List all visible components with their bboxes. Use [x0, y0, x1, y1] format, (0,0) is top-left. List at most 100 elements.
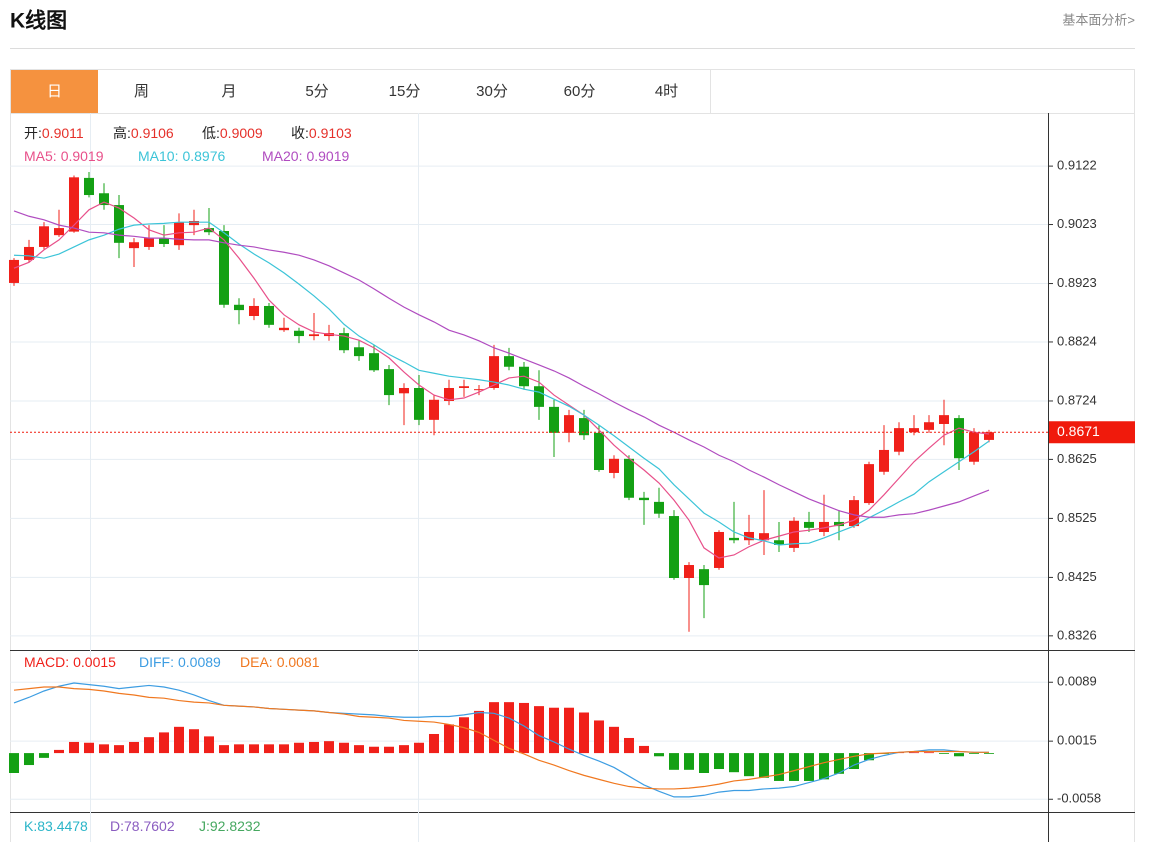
macd-bar — [159, 732, 169, 754]
tab[interactable] — [536, 70, 623, 113]
macd-bar — [774, 753, 784, 781]
macd-bar — [744, 753, 754, 777]
candle-body — [339, 333, 349, 351]
macd-bar — [69, 741, 79, 754]
macd-bar — [234, 744, 244, 754]
legend-item: DIFF: 0.0089 — [139, 654, 221, 670]
legend-label: DIFF: — [139, 654, 174, 670]
candle-body — [759, 533, 769, 541]
y-tick-label: 0.0015 — [1057, 733, 1097, 748]
macd-bar — [594, 720, 604, 754]
tab[interactable] — [98, 70, 185, 113]
tab-label[interactable]: 5分 — [305, 83, 328, 100]
last-price-label: 0.8671 — [1057, 423, 1100, 439]
legend-label: MA10: — [138, 148, 178, 164]
macd-bar — [114, 745, 124, 754]
tab[interactable] — [185, 70, 273, 113]
y-tick-label: 0.9122 — [1057, 158, 1097, 173]
legend-value: 78.7602 — [124, 818, 175, 834]
tab-label[interactable]: 4时 — [655, 83, 678, 100]
candle-body — [909, 428, 919, 433]
legend-item: J:92.8232 — [199, 818, 261, 834]
tab-label[interactable]: 月 — [221, 83, 236, 100]
macd-line — [13, 686, 989, 790]
legend-value: 0.9103 — [309, 125, 352, 141]
legend-value: 0.0081 — [277, 654, 320, 670]
macd-bar — [339, 742, 349, 754]
candle-body — [534, 386, 544, 407]
candle-body — [579, 418, 589, 436]
candle-body — [654, 501, 664, 514]
candle-body — [84, 177, 94, 196]
chart-frame — [10, 69, 1135, 842]
legend-item: 高:0.9106 — [113, 125, 174, 141]
candle-body — [489, 356, 499, 388]
candle-body — [609, 458, 619, 473]
legend-item: MA5: 0.9019 — [24, 148, 104, 164]
legend-label: DEA: — [240, 654, 273, 670]
macd-bar — [309, 741, 319, 754]
macd-bar — [489, 702, 499, 754]
macd-bar — [369, 746, 379, 754]
y-tick-label: 0.8525 — [1057, 510, 1097, 525]
macd-bar — [924, 752, 934, 754]
macd-bar — [264, 744, 274, 754]
candle-body — [54, 228, 64, 236]
tab-label[interactable]: 日 — [47, 83, 62, 100]
legend-value: 0.9019 — [306, 148, 349, 164]
legend-value: 0.9009 — [220, 125, 263, 141]
macd-bar — [504, 702, 514, 754]
fundamental-link[interactable]: 基本面分析> — [1062, 12, 1135, 27]
candle-body — [564, 415, 574, 433]
macd-bar — [549, 707, 559, 754]
candle-body — [219, 231, 229, 305]
tab[interactable] — [11, 70, 98, 113]
macd-bar — [129, 741, 139, 754]
macd-bar — [294, 742, 304, 754]
candle-body — [204, 228, 214, 233]
ma-line — [13, 201, 990, 559]
tab-label[interactable]: 30分 — [476, 83, 508, 100]
legend-item: D:78.7602 — [110, 818, 175, 834]
tab[interactable] — [448, 70, 536, 113]
legend-label: K: — [24, 818, 37, 834]
candle-body — [849, 500, 859, 527]
candle-body — [294, 330, 304, 337]
macd-bar — [9, 753, 19, 773]
candle-body — [189, 220, 199, 226]
macd-bar — [954, 753, 964, 757]
y-tick-label: 0.8724 — [1057, 392, 1097, 407]
legend-value: 83.4478 — [37, 818, 88, 834]
macd-bar — [684, 753, 694, 770]
candle-body — [264, 305, 274, 325]
legend-item: 收:0.9103 — [291, 125, 352, 141]
y-tick-label: 0.8923 — [1057, 275, 1097, 290]
macd-bar — [249, 744, 259, 754]
legend-label: MACD: — [24, 654, 69, 670]
legend-label: 收: — [291, 125, 309, 141]
macd-bar — [984, 753, 994, 754]
tab[interactable] — [273, 70, 361, 113]
macd-bar — [84, 742, 94, 754]
candle-body — [774, 540, 784, 545]
macd-bar — [429, 733, 439, 754]
legend-label: MA20: — [262, 148, 302, 164]
macd-bar — [324, 741, 334, 754]
macd-bar — [39, 753, 49, 758]
macd-bar — [54, 749, 64, 754]
macd-bar — [639, 745, 649, 754]
candle-body — [384, 369, 394, 396]
tab[interactable] — [623, 70, 710, 113]
tab-label[interactable]: 周 — [134, 83, 149, 100]
ma-line — [13, 221, 990, 546]
macd-bar — [99, 744, 109, 754]
macd-bar — [354, 745, 364, 754]
macd-bar — [849, 753, 859, 770]
macd-bar — [189, 729, 199, 754]
candle-body — [819, 521, 829, 532]
tab-label[interactable]: 60分 — [564, 83, 596, 100]
macd-bar — [414, 742, 424, 754]
tab-label[interactable]: 15分 — [389, 83, 421, 100]
macd-bar — [384, 746, 394, 754]
tab[interactable] — [361, 70, 448, 113]
